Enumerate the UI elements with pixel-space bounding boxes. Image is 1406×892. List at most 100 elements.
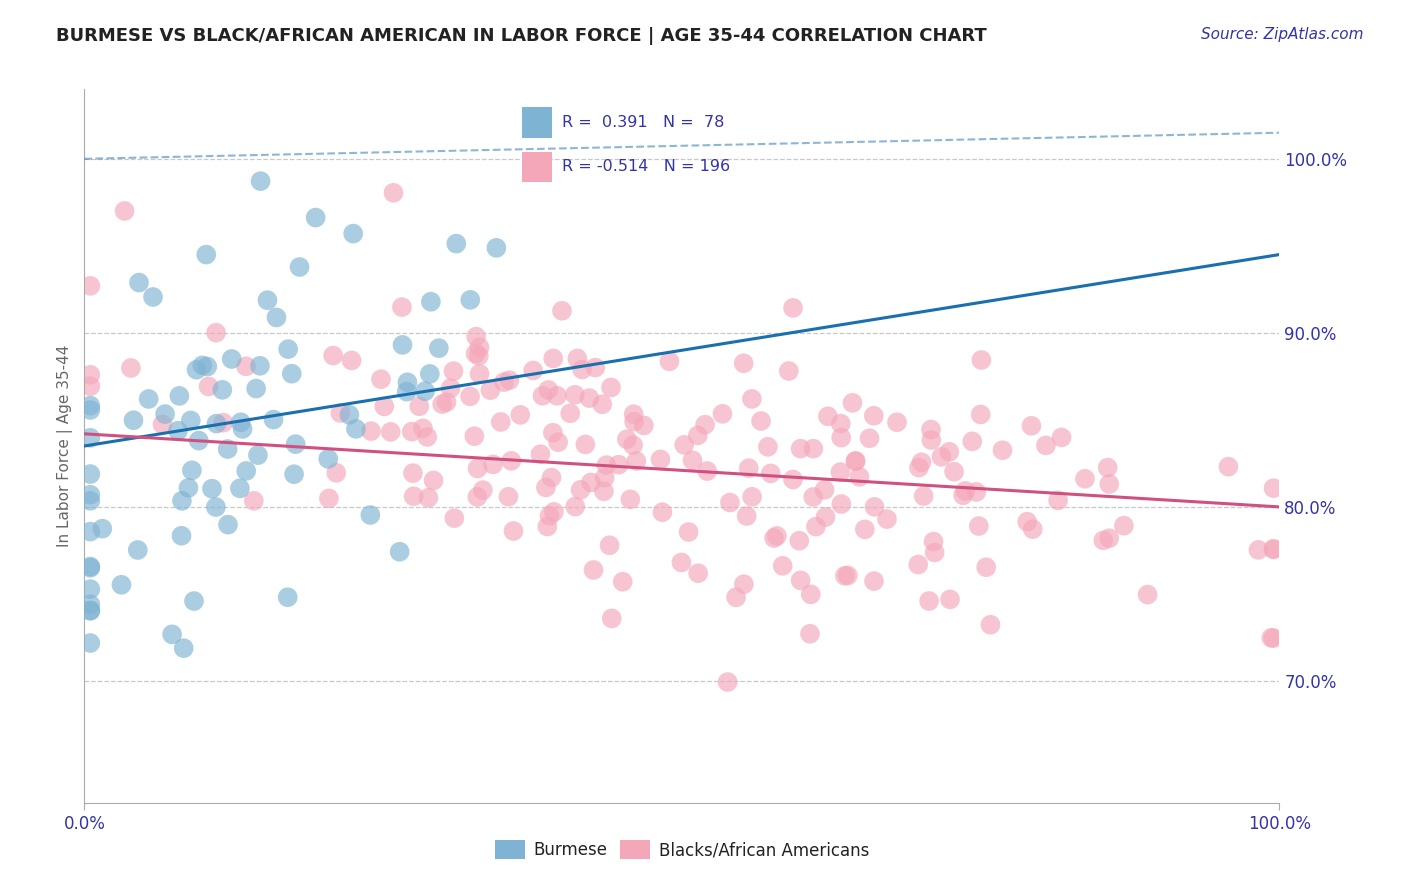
Point	[650, 452, 672, 467]
Point	[160, 627, 183, 641]
Point	[803, 442, 825, 456]
Point	[128, 276, 150, 290]
Point	[277, 342, 299, 356]
Point	[373, 400, 395, 414]
Point	[283, 467, 305, 482]
Point	[749, 414, 772, 428]
Point	[741, 490, 763, 504]
Point	[1263, 481, 1285, 495]
Point	[939, 592, 962, 607]
Point	[616, 432, 638, 446]
Point	[465, 329, 488, 343]
Point	[938, 445, 960, 459]
Point	[360, 424, 382, 438]
Point	[195, 247, 218, 261]
Point	[277, 591, 299, 605]
Point	[249, 174, 271, 188]
Point	[173, 641, 195, 656]
Point	[718, 495, 741, 509]
Point	[413, 384, 436, 399]
Point	[567, 351, 589, 366]
Point	[458, 389, 481, 403]
Point	[848, 470, 870, 484]
Point	[79, 493, 101, 508]
Point	[1218, 459, 1240, 474]
Point	[339, 408, 361, 422]
Point	[430, 397, 453, 411]
Point	[382, 186, 405, 200]
Point	[658, 354, 681, 368]
Point	[541, 425, 564, 440]
Point	[858, 431, 880, 445]
Point	[717, 675, 740, 690]
Point	[830, 431, 852, 445]
Point	[479, 383, 502, 397]
Point	[725, 591, 748, 605]
Point	[359, 508, 381, 522]
Point	[79, 379, 101, 393]
Point	[229, 481, 252, 495]
Point	[738, 461, 761, 475]
Point	[79, 278, 101, 293]
Point	[612, 574, 634, 589]
Point	[245, 382, 267, 396]
Point	[529, 447, 551, 461]
Point	[782, 301, 804, 315]
Point	[1021, 418, 1043, 433]
Point	[120, 361, 142, 376]
Point	[79, 431, 101, 445]
Point	[79, 604, 101, 618]
Point	[688, 566, 710, 581]
Point	[468, 340, 491, 354]
Point	[464, 346, 486, 360]
Point	[443, 364, 465, 378]
Point	[1260, 631, 1282, 645]
Point	[569, 483, 592, 497]
Point	[249, 359, 271, 373]
Point	[534, 480, 557, 494]
Point	[863, 574, 886, 588]
Point	[756, 440, 779, 454]
Point	[912, 489, 935, 503]
Point	[759, 467, 782, 481]
Point	[498, 490, 520, 504]
Point	[633, 418, 655, 433]
Point	[501, 454, 523, 468]
Point	[623, 415, 645, 429]
Point	[560, 406, 582, 420]
Point	[522, 363, 544, 377]
Point	[235, 359, 257, 374]
Point	[152, 417, 174, 432]
Point	[395, 384, 418, 399]
Point	[142, 290, 165, 304]
Point	[180, 413, 202, 427]
Point	[564, 500, 586, 514]
Point	[316, 451, 339, 466]
Point	[217, 442, 239, 456]
Point	[201, 482, 224, 496]
Point	[195, 359, 218, 374]
Point	[593, 484, 616, 499]
Point	[177, 481, 200, 495]
Point	[412, 421, 434, 435]
Point	[626, 454, 648, 468]
Point	[370, 372, 392, 386]
Point	[599, 538, 621, 552]
Text: R = -0.514   N = 196: R = -0.514 N = 196	[561, 160, 730, 175]
Point	[733, 577, 755, 591]
Point	[138, 392, 160, 406]
Point	[114, 203, 136, 218]
Point	[402, 489, 425, 503]
Point	[318, 491, 340, 506]
Point	[153, 407, 176, 421]
Point	[79, 467, 101, 481]
Point	[763, 531, 786, 545]
Point	[79, 399, 101, 413]
Point	[416, 430, 439, 444]
Point	[955, 483, 977, 498]
Point	[485, 241, 508, 255]
Point	[79, 368, 101, 382]
Point	[578, 391, 600, 405]
Point	[418, 491, 440, 505]
Point	[711, 407, 734, 421]
